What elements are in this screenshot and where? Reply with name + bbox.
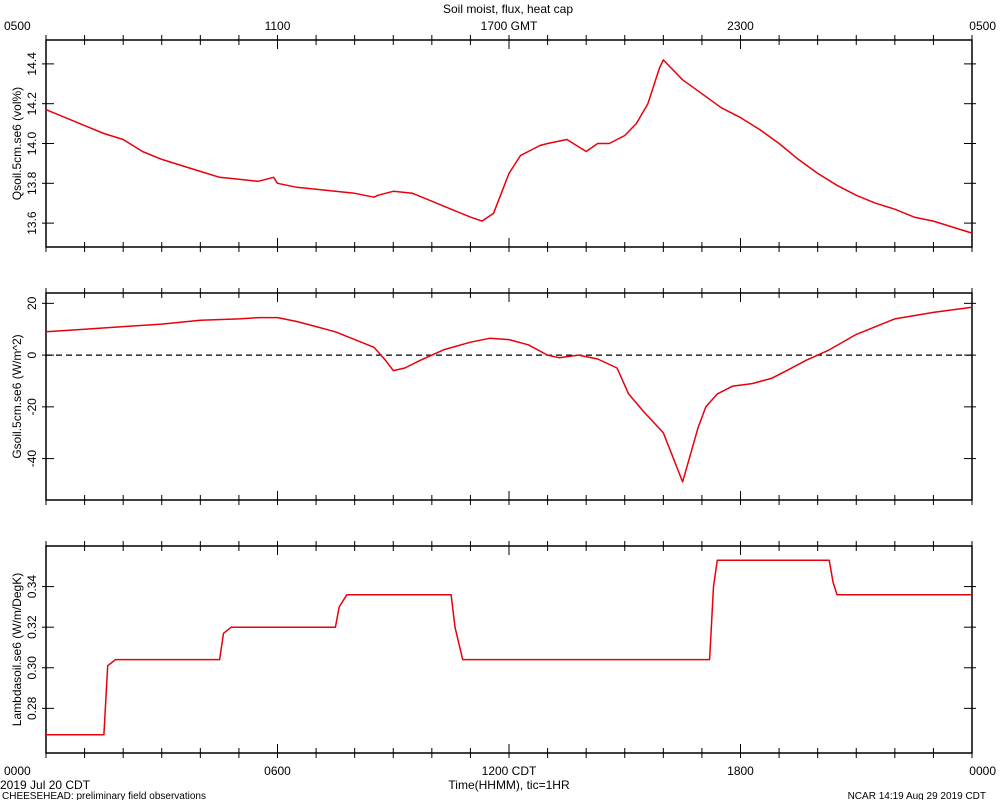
bottom-tick-label: 0000 (969, 764, 996, 778)
panel-frame (45, 292, 973, 501)
y-tick-label: 0.32 (25, 615, 39, 639)
y-tick-label: 13.8 (25, 171, 39, 195)
y-tick-label: 13.6 (25, 211, 39, 235)
y-tick-label: -40 (25, 450, 39, 468)
top-tick-label: 0500 (4, 19, 31, 33)
panel-frame (45, 545, 973, 754)
top-tick-label: 0500 (969, 19, 996, 33)
y-tick-label: 0.30 (25, 656, 39, 680)
y-tick-label: 0.34 (25, 575, 39, 599)
top-tick-label: 2300 (727, 19, 754, 33)
y-tick-label: 14.2 (25, 92, 39, 116)
y-tick-label: 14.0 (25, 131, 39, 155)
y-tick-label: 20 (25, 296, 39, 310)
series-line (45, 306, 973, 483)
y-axis-label: Gsoil.5cm.se6 (W/m^2) (10, 334, 24, 458)
y-axis-label: Qsoil.5cm.se6 (vol%) (10, 87, 24, 200)
bottom-tick-label: 0000 (4, 764, 31, 778)
footer-stamp: NCAR 14:19 Aug 29 2019 CDT (848, 791, 986, 800)
footer-date: 2019 Jul 20 CDT (0, 778, 91, 792)
top-tick-label: 1700 GMT (481, 19, 538, 33)
chart-title: Soil moist, flux, heat cap (443, 2, 573, 16)
y-tick-label: 14.4 (25, 52, 39, 76)
footer-project: CHEESEHEAD: preliminary field observatio… (2, 791, 206, 800)
y-tick-label: 0 (25, 351, 39, 358)
top-tick-label: 1100 (265, 19, 291, 33)
bottom-tick-label: 0600 (264, 764, 291, 778)
panel-frame (45, 39, 973, 248)
bottom-tick-label: 1200 CDT (482, 764, 537, 778)
x-axis-label: Time(HHMM), tic=1HR (448, 778, 570, 792)
y-tick-label: 0.28 (25, 696, 39, 720)
y-tick-label: -20 (25, 398, 39, 416)
y-axis-label: Lambdasoil.se6 (W/m/DegK) (10, 573, 24, 726)
series-line (46, 559, 972, 736)
series-line (45, 59, 973, 234)
bottom-tick-label: 1800 (727, 764, 754, 778)
